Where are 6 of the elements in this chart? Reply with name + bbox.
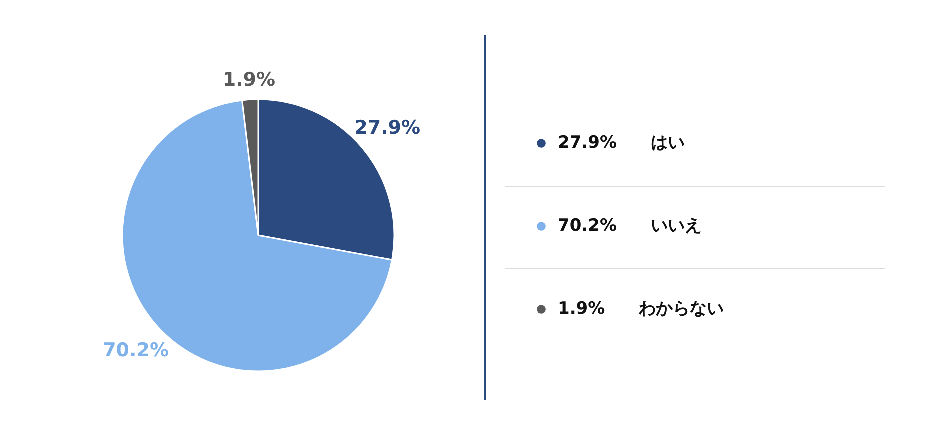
legend-label: 70.2% いいえ: [558, 215, 702, 237]
legend-label: 1.9% わからない: [558, 298, 724, 320]
data-label: 70.2%: [103, 340, 169, 362]
data-label: 27.9%: [354, 117, 421, 140]
legend-label: 27.9% はい: [558, 132, 685, 154]
data-label: 1.9%: [222, 68, 276, 91]
